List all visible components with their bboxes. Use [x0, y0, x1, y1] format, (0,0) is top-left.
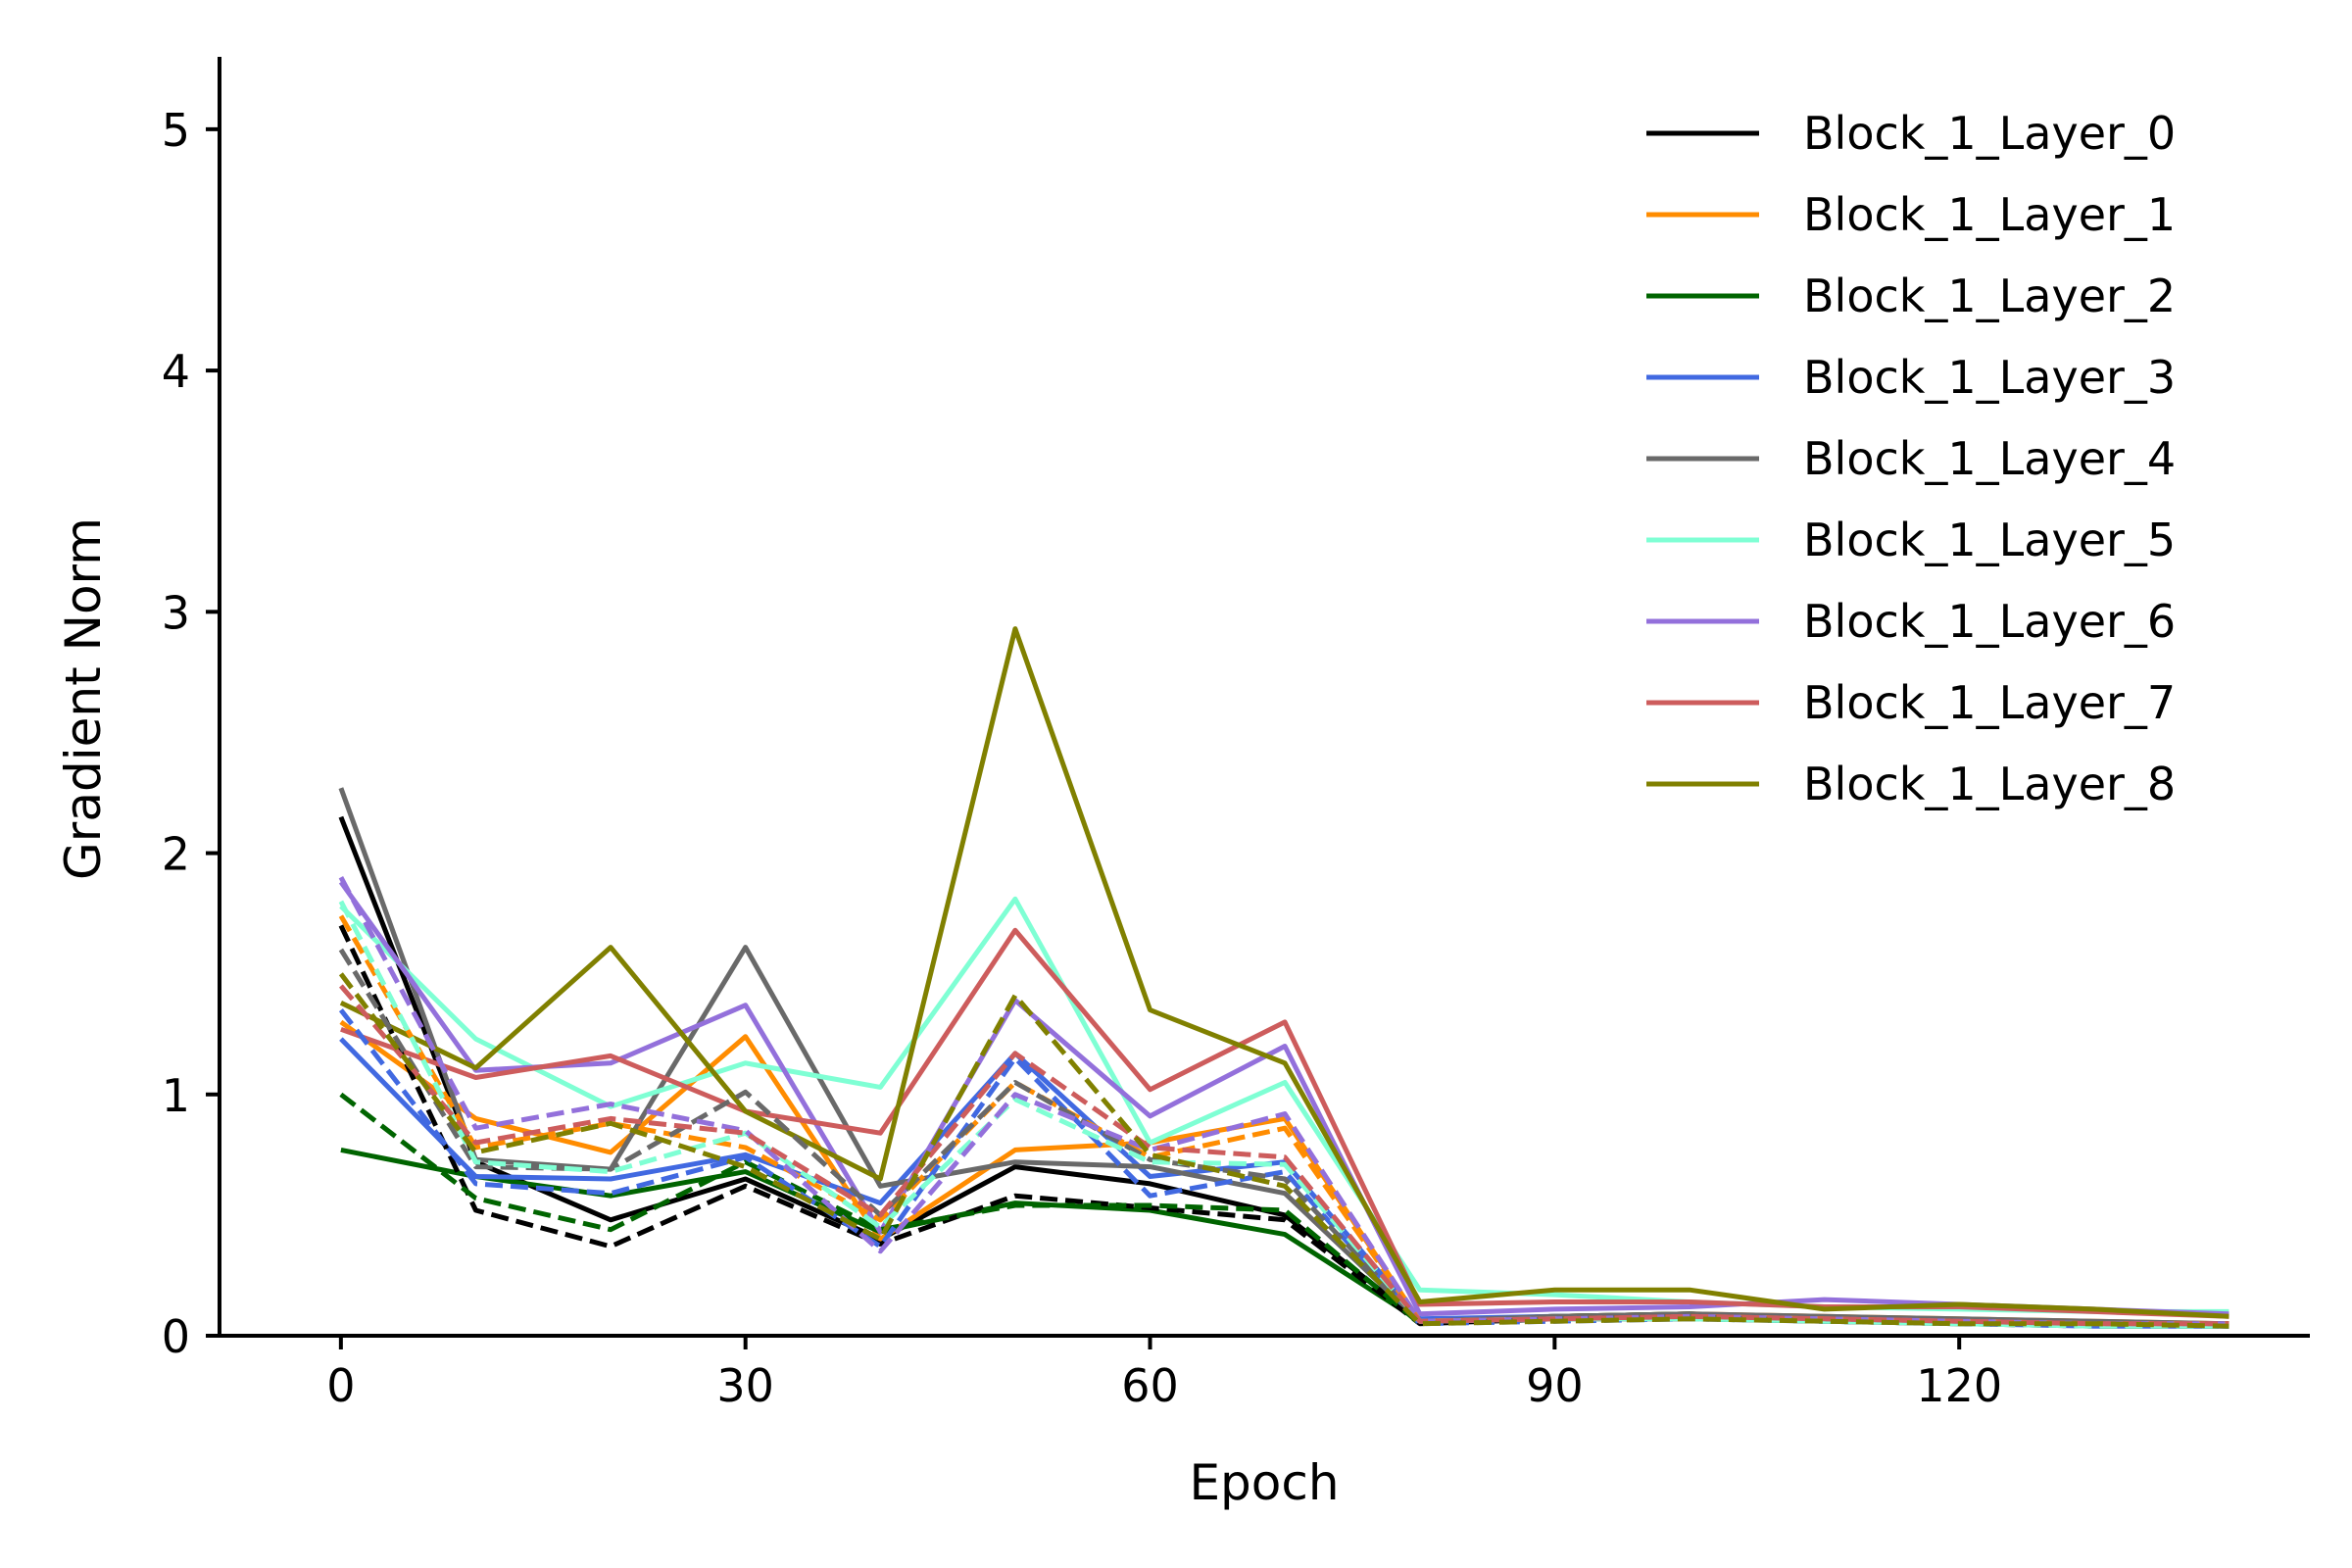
y-axis-title: Gradient Norm [55, 517, 112, 880]
y-tick-label: 3 [162, 586, 190, 639]
legend-entry: Block_1_Layer_3 [1646, 351, 2176, 404]
legend-label: Block_1_Layer_2 [1803, 270, 2176, 322]
legend-label: Block_1_Layer_1 [1803, 188, 2176, 241]
series-line-13 [338, 948, 2230, 1327]
legend-entry: Block_1_Layer_6 [1646, 595, 2176, 648]
series-line-8 [339, 626, 2230, 1319]
y-tick-label: 2 [162, 828, 190, 881]
x-tick-label: 60 [1121, 1359, 1179, 1412]
series-line-17 [338, 972, 2230, 1329]
legend-entry: Block_1_Layer_8 [1646, 758, 2176, 810]
legend-entry: Block_1_Layer_4 [1646, 432, 2176, 485]
ticks-layer: 0 30 60 90 120 0 1 2 3 4 5 [162, 104, 2002, 1412]
x-tick-label: 90 [1526, 1359, 1584, 1412]
legend-label: Block_1_Layer_7 [1803, 676, 2176, 729]
x-tick-label: 30 [716, 1359, 774, 1412]
legend-entry: Block_1_Layer_5 [1646, 514, 2176, 566]
legend-label: Block_1_Layer_6 [1803, 595, 2176, 648]
y-tick-label: 5 [162, 104, 190, 157]
series-line-14 [338, 900, 2230, 1329]
legend-label: Block_1_Layer_3 [1803, 351, 2176, 404]
legend-entry: Block_1_Layer_7 [1646, 676, 2176, 729]
y-tick-label: 1 [162, 1069, 190, 1122]
y-tick-label: 0 [162, 1310, 190, 1363]
legend-label: Block_1_Layer_4 [1803, 432, 2176, 485]
x-tick-label: 120 [1916, 1359, 2002, 1412]
series-layer [338, 626, 2230, 1329]
y-tick-label: 4 [162, 345, 190, 398]
legend-label: Block_1_Layer_0 [1803, 107, 2176, 160]
x-tick-label: 0 [326, 1359, 355, 1412]
legend-entry: Block_1_Layer_0 [1646, 107, 2176, 160]
series-line-16 [339, 984, 2230, 1327]
legend-entry: Block_1_Layer_1 [1646, 188, 2176, 241]
legend-label: Block_1_Layer_8 [1803, 758, 2176, 810]
legend: Block_1_Layer_0 Block_1_Layer_1 Block_1_La… [1646, 107, 2176, 810]
x-axis-title: Epoch [1189, 1454, 1339, 1511]
series-line-10 [338, 914, 2230, 1327]
legend-label: Block_1_Layer_5 [1803, 514, 2176, 566]
legend-entry: Block_1_Layer_2 [1646, 270, 2176, 322]
series-line-0 [338, 815, 2230, 1327]
series-line-9 [338, 924, 2230, 1329]
series-line-6 [338, 880, 2230, 1317]
